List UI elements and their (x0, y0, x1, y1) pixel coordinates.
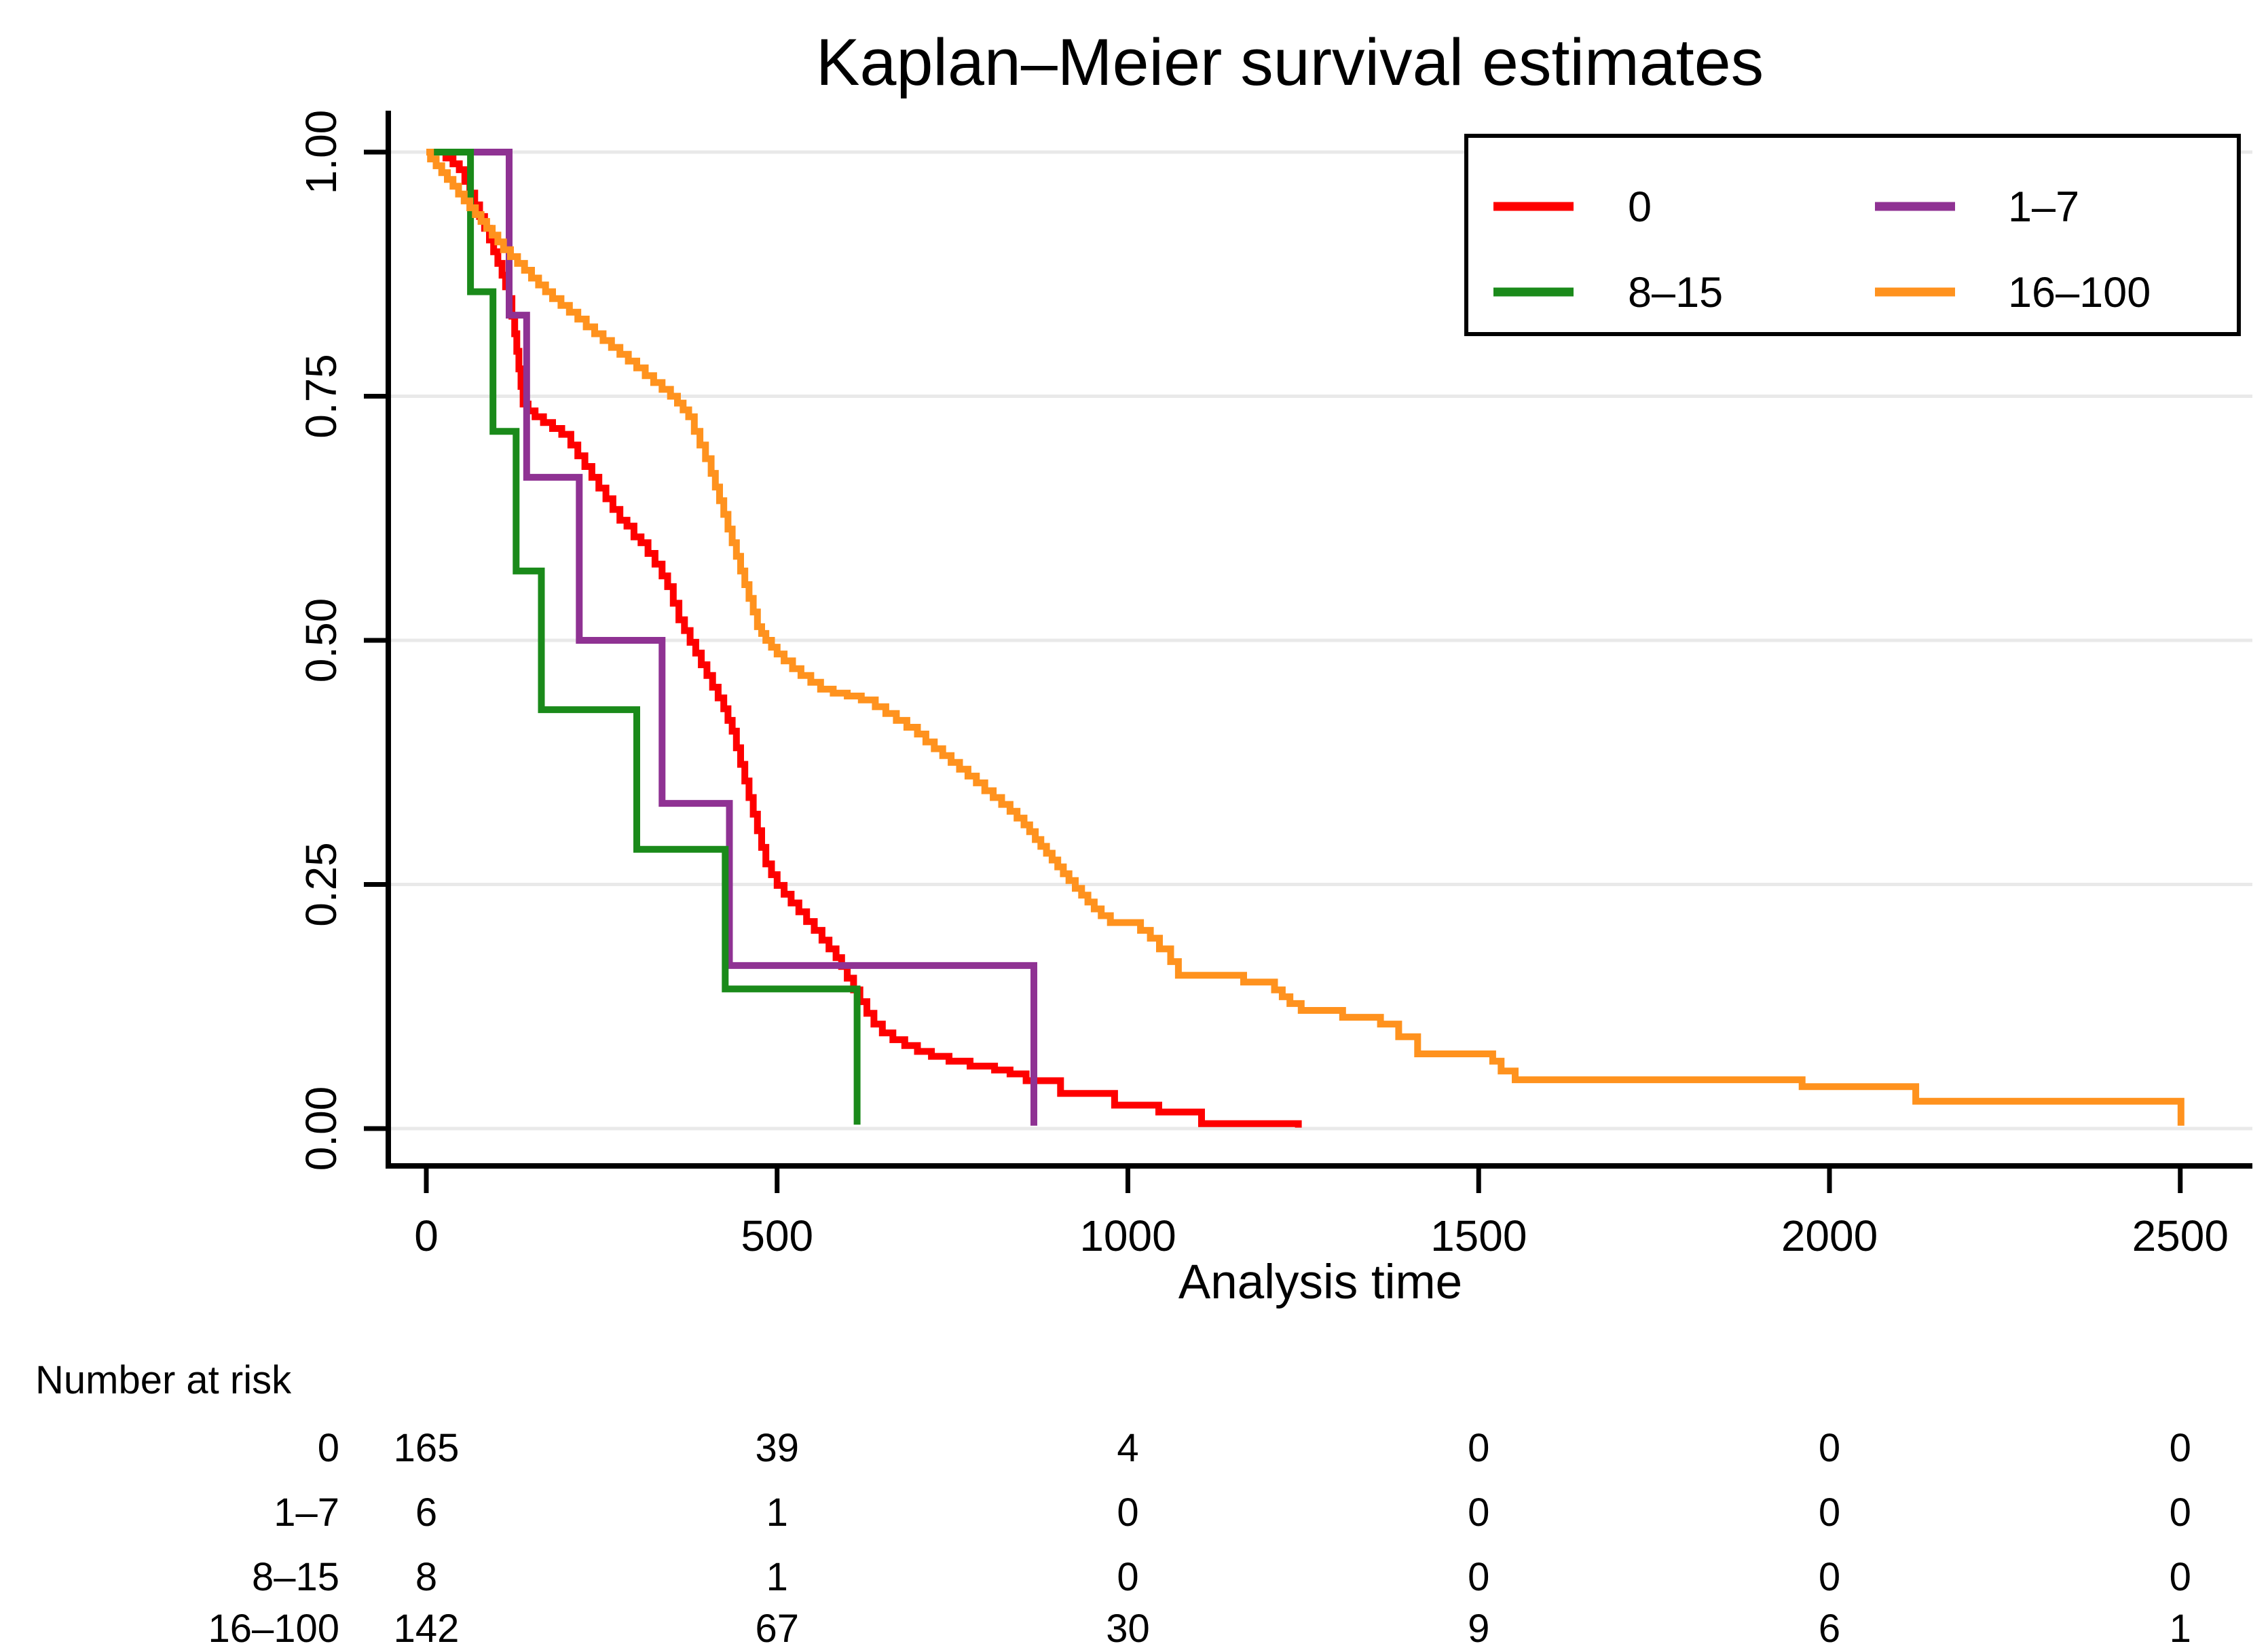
risk-value-16–100-t1000: 30 (1106, 1607, 1150, 1646)
risk-value-8–15-t1000: 0 (1117, 1555, 1138, 1599)
risk-value-8–15-t500: 1 (766, 1555, 788, 1599)
x-tick-label-0: 0 (414, 1211, 439, 1260)
risk-value-8–15-t1500: 0 (1468, 1555, 1489, 1599)
y-axis-ticks: 0.00 0.25 0.50 0.75 1.00 (297, 110, 388, 1171)
x-tick-label-2500: 2500 (2132, 1211, 2229, 1260)
legend: 0 1–7 8–15 16–100 (1464, 134, 2241, 336)
x-axis-title: Analysis time (1178, 1256, 1462, 1309)
legend-items: 0 1–7 8–15 16–100 (1493, 183, 2151, 316)
risk-table-rows: 0 165 39 4 0 0 0 1–7 6 1 0 0 0 0 8–15 8 1 0 0 0 0 16–100 142 67… (208, 1426, 2191, 1646)
risk-value-16–100-t2500: 1 (2170, 1607, 2191, 1646)
risk-value-8–15-t2000: 0 (1819, 1555, 1840, 1599)
legend-box (1464, 134, 2241, 336)
risk-row-label-8–15: 8–15 (252, 1555, 339, 1599)
risk-value-1–7-t2500: 0 (2170, 1490, 2191, 1535)
x-tick-label-1500: 1500 (1430, 1211, 1527, 1260)
y-tick-label-0.75: 0.75 (297, 354, 346, 439)
risk-value-0-t0: 165 (394, 1426, 460, 1470)
x-tick-label-1000: 1000 (1079, 1211, 1176, 1260)
risk-value-16–100-t1500: 9 (1468, 1607, 1489, 1646)
legend-label-0: 0 (1628, 183, 1652, 231)
risk-value-8–15-t2500: 0 (2170, 1555, 2191, 1599)
y-tick-label-0.50: 0.50 (297, 598, 346, 683)
risk-value-8–15-t0: 8 (415, 1555, 437, 1599)
risk-value-1–7-t1500: 0 (1468, 1490, 1489, 1535)
series-line-8–15 (426, 149, 861, 1125)
risk-value-0-t2500: 0 (2170, 1426, 2191, 1470)
y-tick-label-0.00: 0.00 (297, 1086, 346, 1171)
risk-row-label-0: 0 (318, 1426, 339, 1470)
y-tick-label-0.25: 0.25 (297, 842, 346, 927)
risk-table: Number at risk 0 165 39 4 0 0 0 1–7 6 1 0 0 0 0 8–15 8 1… (35, 1358, 2191, 1646)
legend-label-1–7: 1–7 (2008, 183, 2079, 231)
risk-value-1–7-t1000: 0 (1117, 1490, 1138, 1535)
chart-title: Kaplan–Meier survival estimates (816, 25, 1764, 99)
risk-value-1–7-t2000: 0 (1819, 1490, 1840, 1535)
legend-label-8–15: 8–15 (1628, 269, 1723, 316)
risk-table-header: Number at risk (35, 1358, 292, 1402)
risk-value-1–7-t0: 6 (415, 1490, 437, 1535)
risk-value-0-t1500: 0 (1468, 1426, 1489, 1470)
risk-value-16–100-t2000: 6 (1819, 1607, 1840, 1646)
x-axis-ticks: 0 500 1000 1500 2000 2500 (414, 1166, 2229, 1260)
risk-value-1–7-t500: 1 (766, 1490, 788, 1535)
risk-row-label-1–7: 1–7 (274, 1490, 339, 1535)
risk-value-16–100-t0: 142 (394, 1607, 460, 1646)
risk-row-label-16–100: 16–100 (208, 1607, 339, 1646)
risk-value-0-t1000: 4 (1117, 1426, 1138, 1470)
y-tick-label-1.00: 1.00 (297, 110, 346, 195)
series-curves (426, 149, 2185, 1128)
series-line-16–100 (426, 149, 2185, 1126)
legend-label-16–100: 16–100 (2008, 269, 2151, 316)
series-line-1–7 (426, 149, 1037, 1126)
x-tick-label-500: 500 (741, 1211, 813, 1260)
risk-value-16–100-t500: 67 (755, 1607, 799, 1646)
x-tick-label-2000: 2000 (1781, 1211, 1878, 1260)
risk-value-0-t500: 39 (755, 1426, 799, 1470)
risk-value-0-t2000: 0 (1819, 1426, 1840, 1470)
